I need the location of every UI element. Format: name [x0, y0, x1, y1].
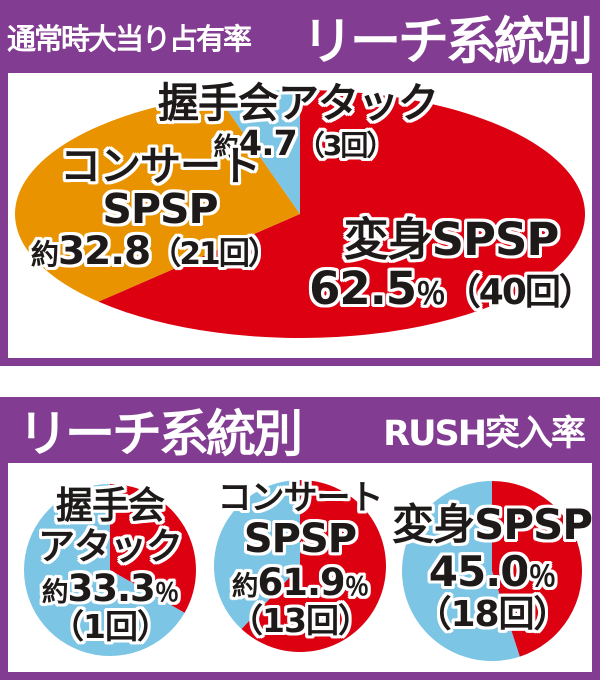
pie-slice-remainder	[214, 480, 300, 630]
rush-pie-henshin-spsp	[402, 481, 582, 661]
section2-header: リーチ系統別 RUSH突入率	[0, 397, 600, 463]
section1-header: 通常時大当り占有率 リーチ系統別	[0, 0, 600, 73]
pie-slice-remainder	[402, 481, 520, 661]
label-henshin-spsp-name: 変身SPSP	[343, 213, 560, 266]
section1-header-title: リーチ系統別	[301, 12, 593, 72]
section2-header-title: リーチ系統別	[18, 405, 303, 463]
label-akushukai-attack-value: 約4.7（3回）	[213, 124, 395, 164]
pie-slice-コンサートSPSP	[15, 95, 301, 302]
pie-slice-RUSH突入	[492, 481, 582, 657]
pie-slice-変身SPSP	[98, 90, 585, 338]
rush-label-henshin-spsp: 変身SPSP 45.0％ （18回）	[391, 500, 592, 636]
section2-header-subtitle: RUSH突入率	[383, 413, 586, 454]
pie-slice-RUSH突入	[241, 480, 386, 652]
rush-pie-concert-spsp	[214, 480, 386, 652]
label-henshin-spsp-value: 62.5％（40回）	[309, 262, 592, 315]
pie-slice-remainder	[24, 484, 185, 656]
section1-header-subtitle: 通常時大当り占有率	[7, 21, 252, 56]
section-rush-entry-rate: リーチ系統別 RUSH突入率 握手会 アタック 約33.3％ （1回） コンサー…	[0, 397, 600, 680]
label-akushukai-attack-name: 握手会アタック	[158, 79, 439, 127]
section-jackpot-share: 通常時大当り占有率 リーチ系統別 握手会アタック 約4.7（3回） コンサート …	[0, 0, 600, 366]
label-concert-spsp-name: コンサート SPSP	[60, 142, 261, 234]
jackpot-share-pie-chart	[15, 90, 585, 338]
rush-label-akushukai-attack: 握手会 アタック 約33.3％ （1回）	[38, 484, 183, 647]
pie-slice-RUSH突入	[110, 484, 196, 613]
label-concert-spsp-value: 約32.8（21回）	[30, 229, 279, 274]
rush-label-concert-spsp: コンサート SPSP 約61.9％ （13回）	[217, 478, 384, 641]
pie-slice-握手会アタック	[217, 90, 300, 214]
rush-rate-chart-area: 握手会 アタック 約33.3％ （1回） コンサート SPSP 約61.9％ （…	[8, 463, 592, 672]
jackpot-share-chart-area: 握手会アタック 約4.7（3回） コンサート SPSP 約32.8（21回） 変…	[8, 73, 592, 358]
rush-pie-akushukai-attack	[24, 484, 196, 656]
